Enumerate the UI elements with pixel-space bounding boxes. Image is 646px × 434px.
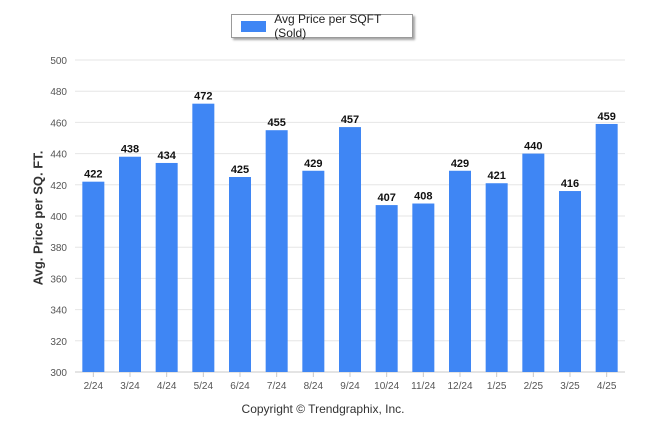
copyright-text: Copyright © Trendgraphix, Inc.	[241, 402, 405, 416]
y-tick-label: 360	[50, 274, 67, 285]
bar	[339, 127, 361, 372]
bar	[595, 123, 618, 373]
data-label: 429	[451, 158, 469, 170]
data-label: 429	[304, 158, 322, 170]
x-tick-label: 11/24	[411, 381, 436, 392]
legend: Avg Price per SQFT (Sold)	[231, 12, 413, 40]
y-tick-label: 460	[50, 118, 67, 129]
bar	[449, 170, 471, 372]
x-tick-label: 4/24	[157, 381, 177, 392]
x-tick-label: 10/24	[374, 381, 399, 392]
data-label: 438	[121, 144, 139, 156]
y-tick-label: 300	[50, 368, 67, 379]
data-label: 459	[597, 111, 615, 123]
x-tick-label: 5/24	[194, 381, 214, 392]
x-tick-label: 2/24	[84, 381, 104, 392]
y-tick-label: 340	[50, 306, 67, 317]
x-tick-label: 7/24	[267, 381, 287, 392]
bar	[375, 205, 398, 372]
y-axis-title: Avg. Price per SQ. FT.	[30, 150, 46, 286]
y-tick-label: 440	[50, 150, 67, 161]
bar	[265, 130, 288, 372]
data-label: 425	[231, 164, 249, 176]
x-tick-label: 3/24	[120, 381, 140, 392]
data-label: 408	[414, 191, 432, 203]
data-label: 416	[561, 178, 579, 190]
y-tick-label: 380	[50, 243, 67, 254]
data-label: 455	[267, 117, 285, 129]
x-tick-label: 9/24	[340, 381, 360, 392]
y-tick-label: 480	[50, 87, 67, 98]
bar	[412, 203, 435, 372]
data-label: 440	[524, 141, 542, 153]
data-label: 421	[487, 170, 505, 182]
x-tick-label: 8/24	[304, 381, 324, 392]
bar	[82, 181, 105, 372]
y-tick-label: 400	[50, 212, 67, 223]
data-label: 407	[377, 192, 395, 204]
x-tick-label: 4/25	[597, 381, 617, 392]
x-tick-label: 3/25	[560, 381, 580, 392]
data-label: 457	[341, 114, 359, 126]
y-tick-label: 500	[50, 56, 67, 67]
data-label: 422	[84, 169, 102, 181]
y-tick-label: 320	[50, 337, 67, 348]
bar	[192, 103, 215, 373]
legend-label: Avg Price per SQFT (Sold)	[274, 12, 382, 40]
y-tick-label: 420	[50, 181, 67, 192]
bar	[559, 191, 581, 372]
bar	[119, 156, 141, 372]
legend-swatch	[241, 20, 267, 32]
data-label: 434	[157, 150, 176, 162]
bar	[229, 177, 251, 372]
data-label: 472	[194, 91, 212, 103]
x-tick-label: 1/25	[487, 381, 507, 392]
x-tick-label: 12/24	[447, 381, 472, 392]
bar	[302, 170, 325, 372]
bar	[522, 153, 545, 372]
x-tick-label: 6/24	[230, 381, 250, 392]
bar	[485, 183, 508, 372]
bar	[155, 162, 178, 372]
x-tick-label: 2/25	[524, 381, 544, 392]
